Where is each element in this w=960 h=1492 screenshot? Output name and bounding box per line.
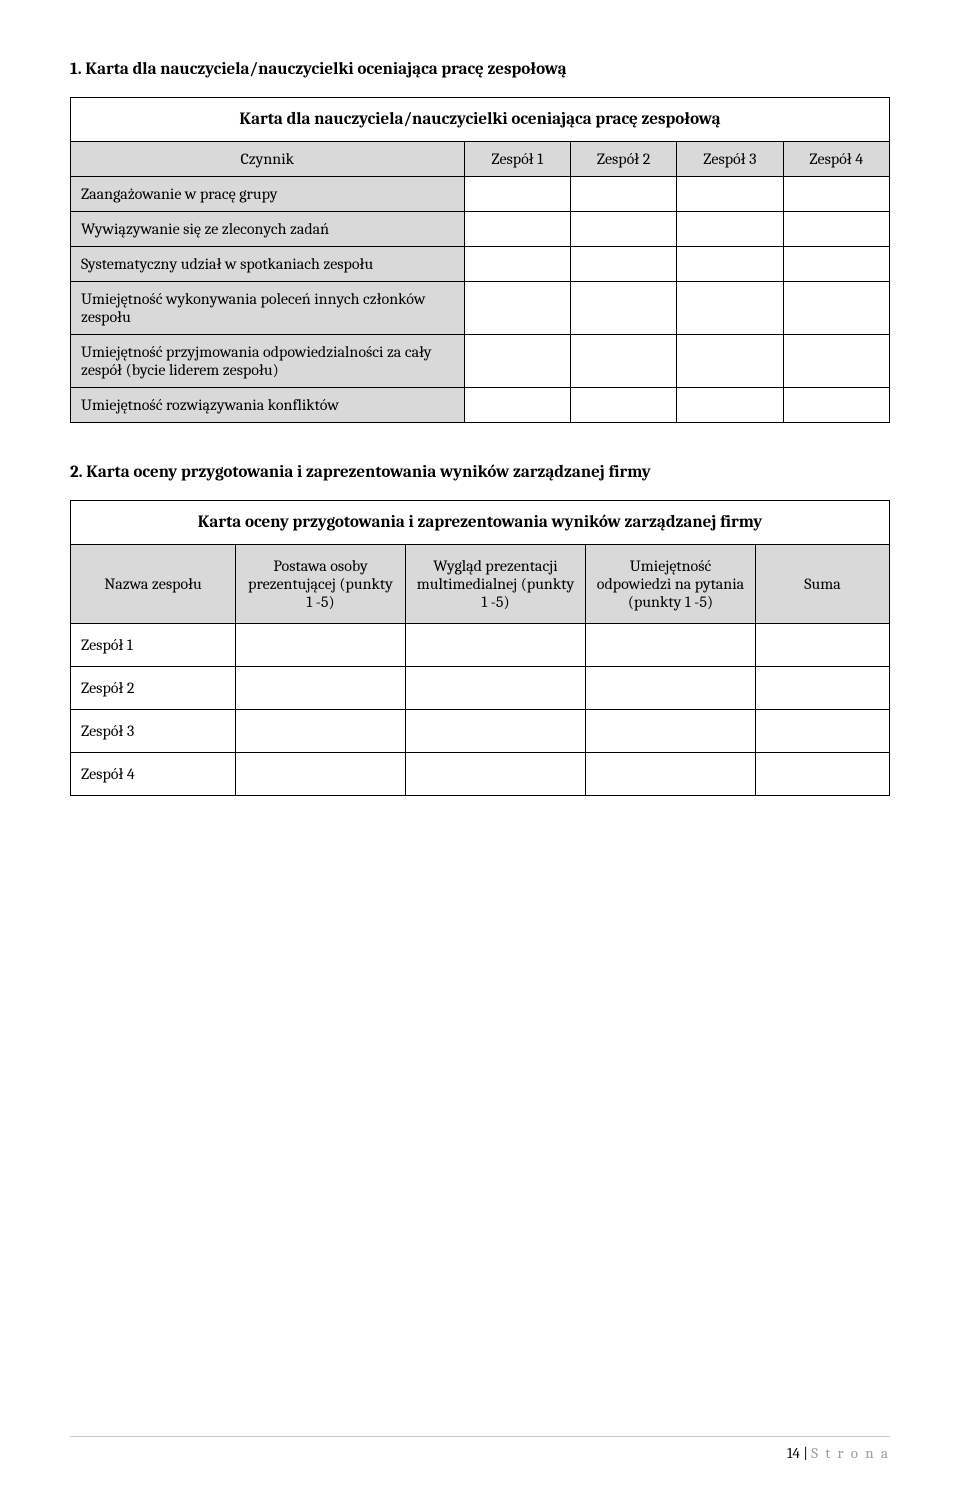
table1-header-team4: Zespół 4	[783, 142, 889, 177]
table1-cell	[464, 388, 570, 423]
table2-cell	[236, 753, 406, 796]
section2-heading: 2. Karta oceny przygotowania i zaprezent…	[70, 463, 890, 482]
table1-cell	[570, 282, 676, 335]
section1-heading: 1. Karta dla nauczyciela/nauczycielki oc…	[70, 60, 890, 79]
table2-header-teamname: Nazwa zespołu	[71, 545, 236, 624]
table2-cell	[236, 667, 406, 710]
table2-row-label: Zespół 4	[71, 753, 236, 796]
table2: Karta oceny przygotowania i zaprezentowa…	[70, 500, 890, 796]
table1-row-label: Umiejętność rozwiązywania konfliktów	[71, 388, 465, 423]
table1: Karta dla nauczyciela/nauczycielki oceni…	[70, 97, 890, 423]
table2-row-label: Zespół 1	[71, 624, 236, 667]
table2-cell	[406, 667, 586, 710]
table1-cell	[783, 212, 889, 247]
table1-cell	[783, 335, 889, 388]
table1-cell	[570, 335, 676, 388]
table2-header-col4: Suma	[756, 545, 890, 624]
table1-cell	[677, 282, 783, 335]
table2-cell	[756, 667, 890, 710]
table1-cell	[464, 282, 570, 335]
table1-header-team3: Zespół 3	[677, 142, 783, 177]
table2-header-col1: Postawa osoby prezentującej (punkty 1 -5…	[236, 545, 406, 624]
table1-cell	[464, 177, 570, 212]
table1-cell	[677, 335, 783, 388]
table1-cell	[677, 388, 783, 423]
table1-cell	[570, 212, 676, 247]
table2-cell	[756, 710, 890, 753]
table2-row-label: Zespół 2	[71, 667, 236, 710]
table2-cell	[236, 710, 406, 753]
table2-cell	[586, 624, 756, 667]
table2-header-col3: Umiejętność odpowiedzi na pytania (punkt…	[586, 545, 756, 624]
table1-header-team1: Zespół 1	[464, 142, 570, 177]
table2-cell	[756, 624, 890, 667]
table1-cell	[570, 247, 676, 282]
table1-cell	[464, 247, 570, 282]
table2-cell	[406, 624, 586, 667]
table1-cell	[677, 247, 783, 282]
table1-caption: Karta dla nauczyciela/nauczycielki oceni…	[71, 98, 890, 142]
table1-row-label: Systematyczny udział w spotkaniach zespo…	[71, 247, 465, 282]
table1-cell	[677, 177, 783, 212]
table1-row-label: Umiejętność przyjmowania odpowiedzialnoś…	[71, 335, 465, 388]
table2-cell	[586, 710, 756, 753]
table2-cell	[586, 753, 756, 796]
table2-cell	[586, 667, 756, 710]
page-word: S t r o n a	[811, 1444, 890, 1462]
table1-cell	[783, 247, 889, 282]
table1-cell	[783, 388, 889, 423]
page-footer: 14 | S t r o n a	[787, 1444, 890, 1462]
table1-cell	[570, 388, 676, 423]
table1-row-label: Zaangażowanie w pracę grupy	[71, 177, 465, 212]
table2-header-col2: Wygląd prezentacji multimedialnej (punkt…	[406, 545, 586, 624]
table2-row-label: Zespół 3	[71, 710, 236, 753]
page-number: 14	[787, 1444, 800, 1462]
table2-cell	[236, 624, 406, 667]
table1-header-factor: Czynnik	[71, 142, 465, 177]
table2-cell	[406, 753, 586, 796]
table1-cell	[783, 177, 889, 212]
table1-header-team2: Zespół 2	[570, 142, 676, 177]
table1-cell	[783, 282, 889, 335]
table2-cell	[756, 753, 890, 796]
table1-cell	[464, 335, 570, 388]
table1-cell	[677, 212, 783, 247]
table1-row-label: Umiejętność wykonywania poleceń innych c…	[71, 282, 465, 335]
table2-caption: Karta oceny przygotowania i zaprezentowa…	[71, 501, 890, 545]
table1-row-label: Wywiązywanie się ze zleconych zadań	[71, 212, 465, 247]
table1-cell	[464, 212, 570, 247]
table2-cell	[406, 710, 586, 753]
table1-cell	[570, 177, 676, 212]
footer-line	[70, 1436, 890, 1437]
